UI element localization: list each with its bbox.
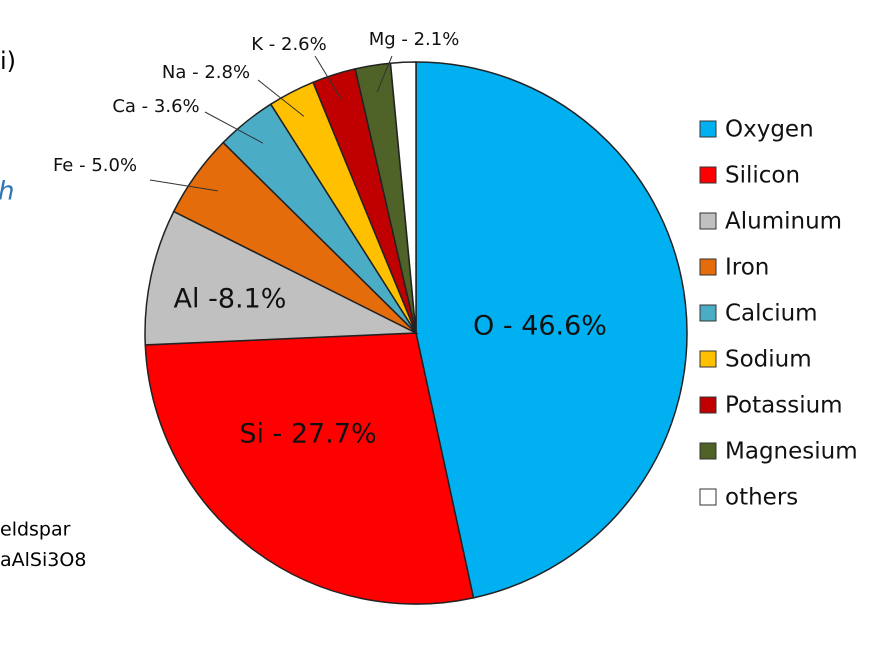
legend-label: Calcium <box>725 301 818 327</box>
legend-label: Aluminum <box>725 209 842 235</box>
slice-label: Ca - 3.6% <box>112 96 199 117</box>
legend-label: Potassium <box>725 393 843 419</box>
legend-swatch <box>699 304 717 322</box>
legend-label: Iron <box>725 255 769 281</box>
legend-swatch <box>699 212 717 230</box>
leader-line <box>204 111 264 144</box>
leader-line <box>149 179 218 192</box>
slice-label: O - 46.6% <box>473 311 607 342</box>
legend-swatch <box>699 120 717 138</box>
pie-slice <box>389 61 417 334</box>
legend-label: Oxygen <box>725 117 814 143</box>
slice-label: Fe - 5.0% <box>53 155 137 176</box>
slice-label: Si - 27.7% <box>239 419 376 450</box>
pie-slice <box>144 332 475 605</box>
legend-swatch <box>699 350 717 368</box>
pie-slice <box>144 210 419 346</box>
slice-label: Al -8.1% <box>174 284 287 315</box>
legend-label: Sodium <box>725 347 812 373</box>
pie-slice <box>415 61 688 599</box>
slice-label: Mg - 2.1% <box>369 29 460 50</box>
legend-swatch <box>699 166 717 184</box>
legend-label: Magnesium <box>725 439 858 465</box>
leader-line <box>257 79 305 117</box>
legend-label: others <box>725 485 798 511</box>
slice-label: Na - 2.8% <box>162 62 250 83</box>
fragment: h <box>0 177 14 207</box>
legend-swatch <box>699 258 717 276</box>
leader-line <box>376 55 393 93</box>
fragment: eldspar <box>0 519 71 541</box>
legend-swatch <box>699 488 717 506</box>
slice-label: K - 2.6% <box>251 34 326 55</box>
fragment: aAlSi3O8 <box>0 549 86 571</box>
legend-label: Silicon <box>725 163 800 189</box>
legend-swatch <box>699 396 717 414</box>
leader-line <box>314 55 343 101</box>
legend-swatch <box>699 442 717 460</box>
fragment: i) <box>0 47 16 75</box>
